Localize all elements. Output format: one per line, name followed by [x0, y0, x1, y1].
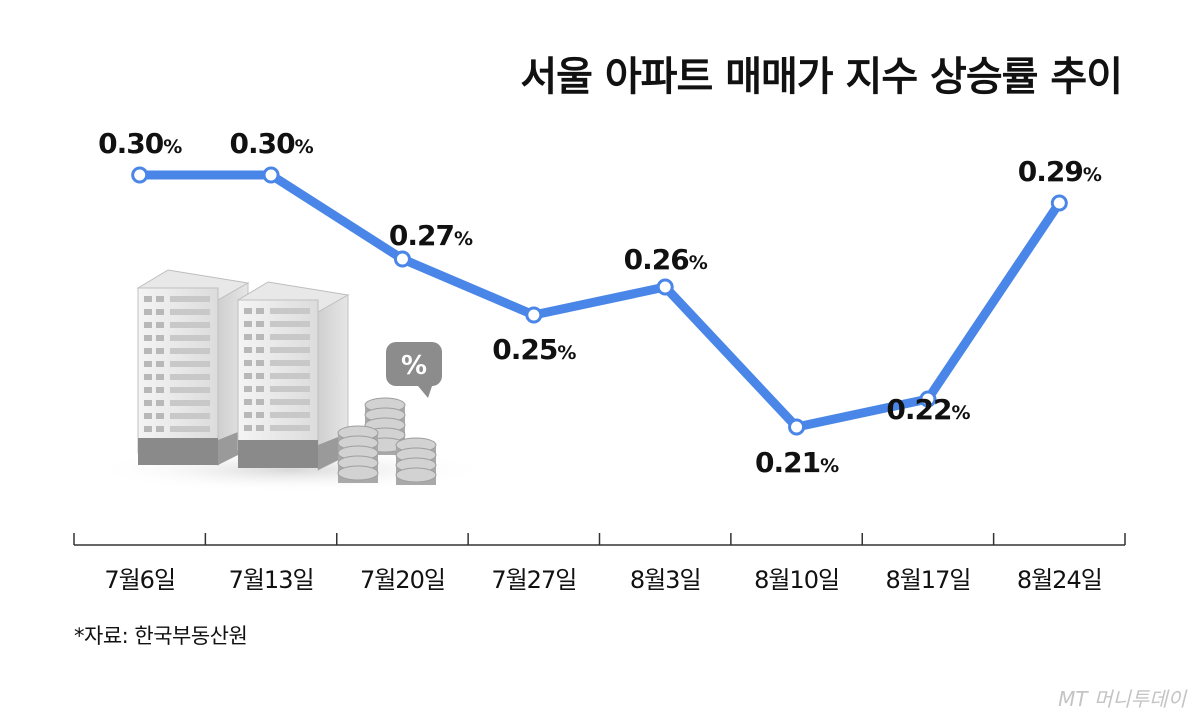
- data-labels: 0.30% 0.30% 0.27% 0.25% 0.26% 0.21% 0.22% 0.29%: [98, 127, 1103, 479]
- chart-title: 서울 아파트 매매가 지수 상승률 추이: [520, 54, 1123, 100]
- apartment-building-icon: [136, 269, 250, 467]
- data-label: 0.30%: [229, 127, 313, 160]
- source-note: *자료: 한국부동산원: [74, 624, 248, 648]
- data-label: 0.30%: [98, 127, 182, 160]
- apartment-building-icon: [236, 281, 350, 471]
- x-tick-label: 7월20일: [360, 566, 445, 594]
- apartment-illustration: %: [90, 269, 490, 492]
- x-tick-label: 7월13일: [229, 566, 314, 594]
- data-label: 0.25%: [492, 333, 576, 366]
- data-point: [262, 166, 280, 184]
- coin-stack-icon: [337, 397, 437, 485]
- data-point: [1050, 194, 1068, 212]
- data-label: 0.27%: [389, 219, 473, 252]
- x-axis-labels: 7월6일 7월13일 7월20일 7월27일 8월3일 8월10일 8월17일 8월24일: [104, 566, 1102, 594]
- series-points: [131, 166, 1068, 436]
- watermark-logo: MT 머니투데이: [1058, 687, 1186, 711]
- x-tick-label: 8월3일: [630, 566, 701, 594]
- percent-bubble-icon: %: [386, 342, 442, 398]
- data-label: 0.22%: [886, 393, 970, 426]
- data-point: [788, 418, 806, 436]
- data-point: [919, 390, 937, 408]
- data-point: [525, 306, 543, 324]
- data-point: [393, 250, 411, 268]
- data-point: [656, 278, 674, 296]
- data-label: 0.29%: [1018, 155, 1102, 188]
- svg-text:%: %: [401, 351, 427, 381]
- data-point: [131, 166, 149, 184]
- x-tick-label: 8월10일: [754, 566, 839, 594]
- x-tick-label: 8월24일: [1017, 566, 1102, 594]
- series-line: [135, 170, 1064, 432]
- data-label: 0.21%: [755, 446, 839, 479]
- data-label: 0.26%: [624, 243, 708, 276]
- x-tick-label: 7월6일: [104, 566, 175, 594]
- x-tick-label: 7월27일: [491, 566, 576, 594]
- x-tick-label: 8월17일: [885, 566, 970, 594]
- x-axis-ticks: [73, 533, 1126, 545]
